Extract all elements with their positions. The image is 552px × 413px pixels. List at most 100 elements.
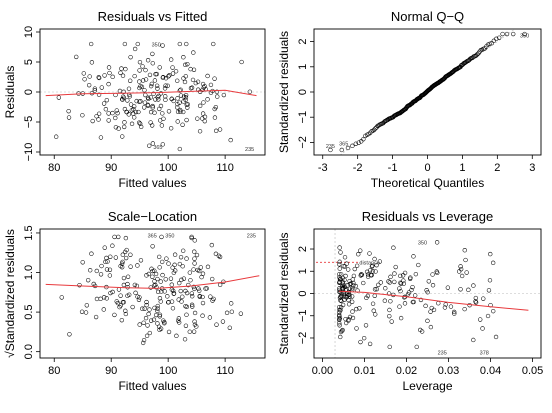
y-tick-label: 0 (23, 89, 35, 95)
data-point (93, 314, 99, 320)
data-point (177, 261, 183, 267)
data-point (151, 317, 157, 322)
data-point (350, 315, 356, 321)
data-point (212, 76, 217, 81)
data-point (208, 82, 214, 88)
data-point (212, 106, 217, 112)
data-point (412, 293, 418, 298)
data-point (392, 279, 397, 285)
x-tick-label: -2 (353, 162, 363, 174)
data-point (96, 111, 102, 116)
data-point (67, 332, 72, 337)
data-point (177, 41, 183, 47)
data-point (189, 85, 195, 90)
data-point (487, 41, 492, 47)
data-point (128, 264, 133, 269)
data-point (188, 66, 193, 72)
data-point (485, 313, 491, 319)
data-point (92, 283, 98, 289)
point-label: 365 (148, 233, 157, 239)
data-point (430, 283, 436, 288)
data-point (66, 115, 72, 120)
data-point (471, 337, 476, 343)
data-point (373, 126, 378, 131)
data-point (155, 321, 160, 326)
data-point (181, 109, 186, 115)
data-point (160, 75, 166, 80)
data-point (87, 74, 92, 79)
data-point (106, 118, 111, 123)
data-point (388, 299, 393, 304)
point-label: 365 (153, 145, 162, 151)
data-point (405, 292, 411, 297)
data-point (162, 86, 168, 91)
data-point (189, 234, 194, 240)
data-point (88, 268, 93, 273)
x-tick-label: 0.01 (354, 365, 375, 377)
data-point (160, 43, 165, 48)
data-point (120, 300, 126, 305)
data-point (153, 97, 158, 102)
data-point (107, 267, 113, 272)
data-point (163, 94, 168, 99)
data-point (425, 318, 430, 324)
data-point (391, 245, 396, 250)
data-point (337, 259, 342, 265)
data-point (137, 322, 142, 327)
data-point (346, 317, 351, 322)
data-point (192, 286, 197, 292)
data-point (481, 296, 486, 301)
data-point (157, 65, 162, 70)
data-point (214, 322, 219, 327)
point-label: 350 (418, 240, 427, 246)
resleverage-plot-area: 350 235 378 distance (314, 229, 541, 358)
data-point (161, 318, 166, 323)
data-point (215, 94, 220, 99)
data-point (418, 327, 423, 333)
data-point (172, 262, 177, 267)
data-point (220, 319, 226, 324)
data-point (217, 254, 223, 260)
data-point (153, 72, 158, 77)
data-point (487, 278, 493, 283)
data-point (393, 264, 398, 270)
data-point (59, 295, 64, 300)
data-point (442, 305, 448, 310)
data-point (217, 282, 223, 288)
data-point (500, 31, 505, 37)
data-point (398, 288, 403, 294)
data-point (102, 245, 107, 250)
qq-points (328, 31, 527, 153)
data-point (178, 109, 183, 114)
data-point (104, 296, 109, 301)
data-point (229, 309, 235, 314)
data-point (387, 307, 392, 313)
data-point (356, 252, 361, 257)
data-point (197, 268, 202, 274)
data-point (113, 115, 118, 121)
data-point (413, 271, 419, 277)
data-point (188, 278, 193, 283)
data-point (370, 301, 376, 306)
data-point (424, 288, 429, 293)
resleverage-panel: Residuals vs Leverage 350 235 378 distance 0.… (277, 209, 543, 393)
data-point (247, 89, 253, 94)
data-point (346, 297, 351, 303)
data-point (117, 88, 123, 94)
data-point (166, 261, 171, 266)
scaleloc-y-axis-label: √Standardized residuals (3, 229, 17, 358)
y-tick-label: −10 (23, 143, 35, 162)
data-point (116, 287, 122, 292)
data-point (144, 333, 150, 339)
data-point (110, 74, 115, 80)
data-point (185, 61, 190, 67)
data-point (110, 243, 115, 248)
data-point (163, 277, 168, 282)
data-point (143, 92, 148, 98)
data-point (338, 329, 344, 335)
data-point (192, 249, 197, 254)
data-point (156, 93, 161, 99)
data-point (176, 316, 182, 321)
data-point (408, 276, 413, 281)
data-point (174, 333, 179, 339)
